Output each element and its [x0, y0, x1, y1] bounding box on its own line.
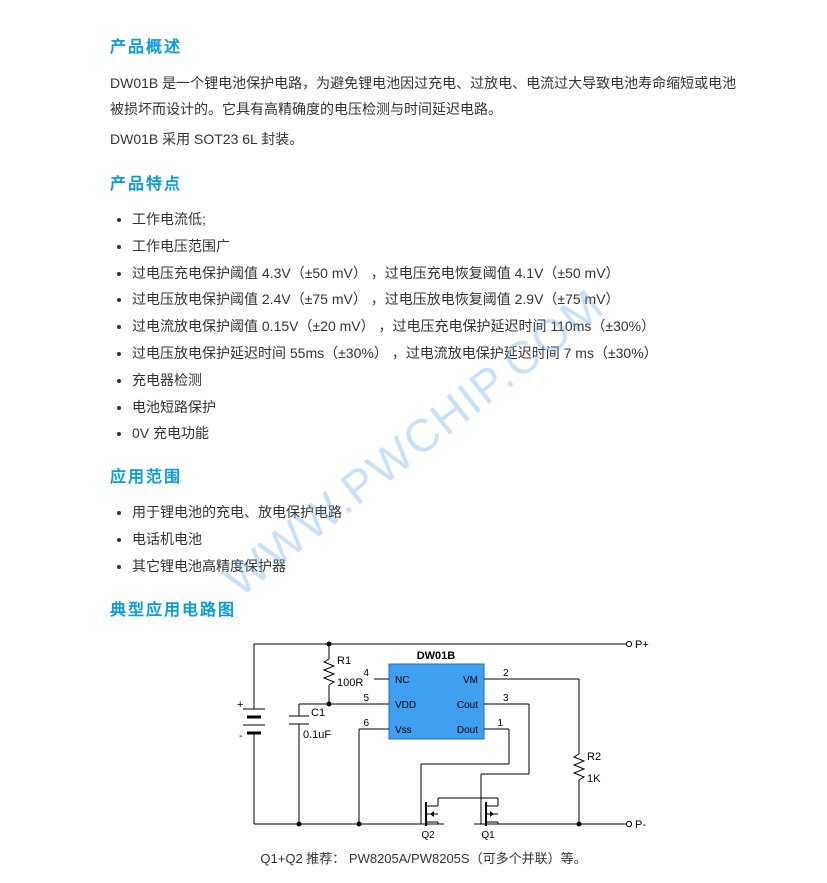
list-item: 充电器检测 [132, 369, 737, 393]
svg-text:Cout: Cout [456, 700, 477, 711]
svg-text:+: + [237, 699, 243, 711]
features-list: 工作电流低; 工作电压范围广 过电压充电保护阈值 4.3V（±50 mV） ，过… [110, 208, 737, 446]
list-item: 工作电压范围广 [132, 235, 737, 259]
svg-text:2: 2 [503, 668, 509, 679]
overview-p2: DW01B 采用 SOT23 6L 封装。 [110, 127, 737, 153]
list-item: 过电压放电保护延迟时间 55ms（±30%） ，过电流放电保护延迟时间 7 ms… [132, 342, 737, 366]
svg-text:P+: P+ [635, 639, 649, 651]
list-item: 过电压放电保护阈值 2.4V（±75 mV） ，过电压放电恢复阈值 2.9V（±… [132, 288, 737, 312]
svg-text:Q2: Q2 [421, 830, 435, 841]
svg-text:-: - [239, 730, 243, 742]
list-item: 电话机电池 [132, 528, 737, 552]
svg-text:C1: C1 [311, 707, 325, 719]
svg-text:Vss: Vss [395, 725, 412, 736]
svg-text:6: 6 [363, 718, 369, 729]
list-item: 过电流放电保护阈值 0.15V（±20 mV） ，过电压充电保护延迟时间 110… [132, 315, 737, 339]
circuit-diagram: P+ + - R1 100R C1 0.1uF DW01B 4 N [110, 634, 737, 844]
list-item: 0V 充电功能 [132, 422, 737, 446]
svg-text:NC: NC [395, 675, 409, 686]
svg-text:R2: R2 [587, 751, 601, 763]
section-applications-title: 应用范围 [110, 464, 737, 491]
svg-text:3: 3 [503, 693, 509, 704]
svg-text:1K: 1K [587, 773, 601, 785]
list-item: 其它锂电池高精度保护器 [132, 555, 737, 579]
applications-list: 用于锂电池的充电、放电保护电路 电话机电池 其它锂电池高精度保护器 [110, 501, 737, 578]
overview-p1: DW01B 是一个锂电池保护电路，为避免锂电池因过充电、过放电、电流过大导致电池… [110, 71, 737, 123]
list-item: 过电压充电保护阈值 4.3V（±50 mV） ，过电压充电恢复阈值 4.1V（±… [132, 262, 737, 286]
svg-text:5: 5 [363, 693, 369, 704]
svg-text:Q1: Q1 [481, 830, 495, 841]
svg-text:100R: 100R [337, 677, 363, 689]
svg-text:1: 1 [497, 718, 503, 729]
svg-text:VM: VM [463, 675, 478, 686]
svg-text:4: 4 [363, 668, 369, 679]
list-item: 电池短路保护 [132, 396, 737, 420]
svg-text:P-: P- [635, 819, 646, 831]
svg-text:VDD: VDD [395, 700, 416, 711]
list-item: 用于锂电池的充电、放电保护电路 [132, 501, 737, 525]
svg-text:Dout: Dout [456, 725, 477, 736]
section-features-title: 产品特点 [110, 171, 737, 198]
svg-text:DW01B: DW01B [416, 650, 455, 662]
svg-text:R1: R1 [337, 655, 351, 667]
section-circuit-title: 典型应用电路图 [110, 597, 737, 624]
section-overview-title: 产品概述 [110, 34, 737, 61]
circuit-caption: Q1+Q2 推荐： PW8205A/PW8205S（可多个并联）等。 [110, 848, 737, 870]
list-item: 工作电流低; [132, 208, 737, 232]
svg-text:0.1uF: 0.1uF [303, 729, 331, 741]
